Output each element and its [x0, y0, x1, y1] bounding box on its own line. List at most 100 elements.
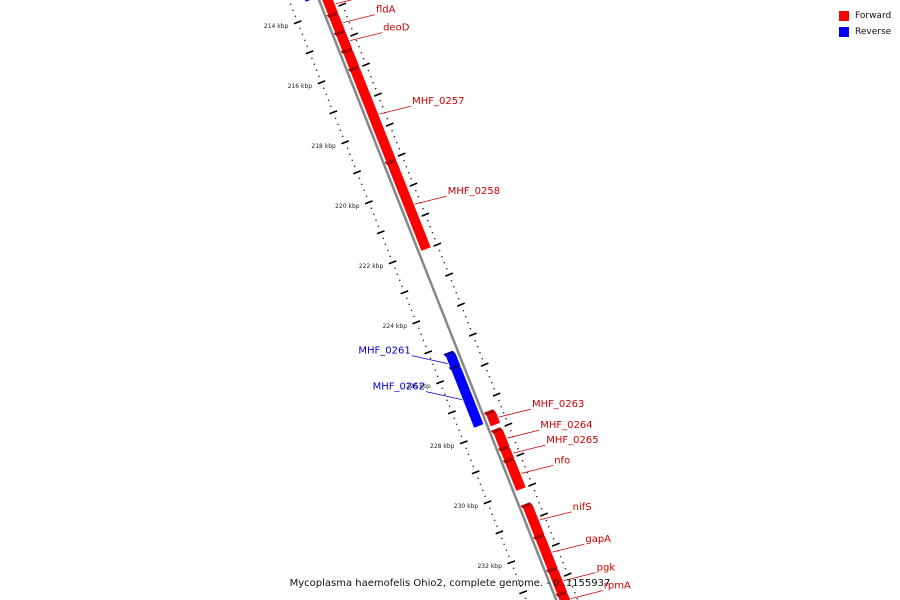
ruler-tick — [373, 92, 382, 97]
gene-label-MHF_0261[interactable]: MHF_0261 — [358, 346, 410, 357]
ruler-dot — [393, 135, 396, 138]
gene-highlight — [541, 537, 556, 570]
gene-bevel — [326, 11, 339, 19]
ruler-dot — [547, 525, 550, 528]
gene-label-rpmA[interactable]: rpmA — [604, 581, 631, 592]
ruler-dot — [358, 177, 361, 180]
gene-leader-line — [411, 355, 448, 365]
ruler-dot — [528, 477, 531, 480]
gene-highlight — [555, 570, 565, 594]
gene-label-gapA[interactable]: gapA — [585, 534, 611, 545]
ruler-tick — [539, 512, 549, 517]
gene-label-deoD[interactable]: deoD — [383, 23, 410, 34]
ruler-dot — [353, 165, 356, 168]
gene-label-MHF_0263[interactable]: MHF_0263 — [532, 399, 584, 410]
ruler-dot — [315, 69, 318, 72]
ruler-dot — [389, 255, 392, 258]
ruler-dot — [431, 231, 434, 234]
legend-item-forward: Forward — [839, 8, 891, 24]
ruler-dot — [453, 417, 456, 420]
tick-label: 218 kbp — [311, 143, 336, 150]
gene-leader-line — [335, 0, 353, 5]
ruler-dot — [491, 381, 493, 384]
gene-label-MHF_0262[interactable]: MHF_0262 — [373, 382, 425, 393]
ruler-dot — [370, 207, 373, 210]
ruler-dot — [365, 195, 368, 198]
gene-leader-line — [342, 14, 376, 23]
legend-label-forward: Forward — [855, 11, 892, 21]
legend: Forward Reverse — [839, 8, 891, 40]
gene-label-MHF_0258[interactable]: MHF_0258 — [448, 186, 500, 197]
gene-label-pgk[interactable]: pgk — [597, 563, 616, 574]
ruler-tick — [563, 572, 572, 577]
ruler-tick — [338, 2, 347, 7]
ruler-dot — [472, 465, 475, 468]
ruler-tick — [456, 302, 465, 307]
gene-leader-line — [507, 429, 540, 439]
ruler-dot — [462, 309, 465, 312]
ruler-tick — [341, 140, 350, 145]
gene-features — [305, 0, 571, 600]
ruler-dot — [460, 435, 463, 438]
ruler-dot — [576, 597, 579, 600]
ruler-tick — [364, 200, 373, 205]
ruler-dot — [538, 501, 541, 504]
ruler-tick — [516, 452, 525, 457]
gene-bevel — [448, 364, 461, 371]
ruler-dot — [327, 99, 330, 102]
gene-leader-line — [379, 105, 412, 115]
gene-label-MHF_0265[interactable]: MHF_0265 — [546, 435, 598, 446]
ruler-dot — [339, 129, 342, 132]
gene-label-nfo[interactable]: nfo — [554, 455, 570, 466]
ruler-dot — [410, 177, 412, 180]
ruler-tick — [305, 50, 314, 55]
gene-highlight — [356, 69, 394, 162]
gene-label-fldA[interactable]: fldA — [376, 5, 396, 16]
ruler-dot — [420, 333, 422, 336]
gene-highlight — [342, 33, 351, 51]
gene-highlight — [393, 162, 429, 249]
ruler-dot — [505, 417, 507, 420]
ruler-dot — [441, 387, 444, 390]
ruler-tick — [483, 500, 492, 505]
ruler-dot — [386, 117, 389, 120]
ruler-dot — [479, 483, 482, 486]
tick-label: 214 kbp — [264, 23, 289, 30]
ruler-dot — [377, 225, 380, 228]
ruler-dot — [458, 429, 460, 432]
ruler-dot — [524, 597, 527, 600]
ruler-dot — [521, 459, 524, 462]
gene-labels: MHF_0254fldAdeoDMHF_0257MHF_0258MHF_0261… — [335, 0, 631, 599]
ruler-dot — [469, 327, 472, 330]
gene-nfo-body[interactable] — [505, 460, 526, 491]
gene-bevel — [545, 566, 559, 574]
gene-label-nifS[interactable]: nifS — [573, 502, 592, 513]
ruler-dot — [502, 411, 505, 414]
gene-label-MHF_0264[interactable]: MHF_0264 — [540, 420, 592, 431]
gene-rpmA-body[interactable] — [558, 593, 571, 600]
ruler-dot — [382, 237, 384, 240]
gene-MHF_0258-body[interactable] — [387, 161, 431, 251]
ruler-dot — [550, 531, 552, 534]
ruler-tick — [362, 62, 371, 67]
ruler-dot — [508, 555, 510, 558]
ruler-dot — [408, 303, 411, 306]
gene-leader-line — [349, 32, 383, 41]
genome-caption: Mycoplasma haemofelis Ohio2, complete ge… — [289, 578, 611, 589]
gene-leader-line — [513, 444, 546, 454]
ruler-tick — [519, 590, 528, 595]
ruler-tick — [409, 182, 418, 187]
gene-highlight — [335, 15, 343, 33]
ruler-dot — [407, 171, 410, 174]
gene-highlight — [564, 594, 568, 600]
gene-label-MHF_0257[interactable]: MHF_0257 — [412, 96, 464, 107]
ruler-dot — [413, 315, 415, 318]
ruler-dot — [325, 93, 327, 96]
forward-swatch — [839, 11, 849, 21]
ruler-dot — [562, 561, 564, 564]
tick-label: 228 kbp — [430, 443, 455, 450]
gene-leader-line — [552, 543, 585, 553]
gene-bevel — [532, 533, 546, 541]
ruler-dot — [299, 27, 301, 30]
